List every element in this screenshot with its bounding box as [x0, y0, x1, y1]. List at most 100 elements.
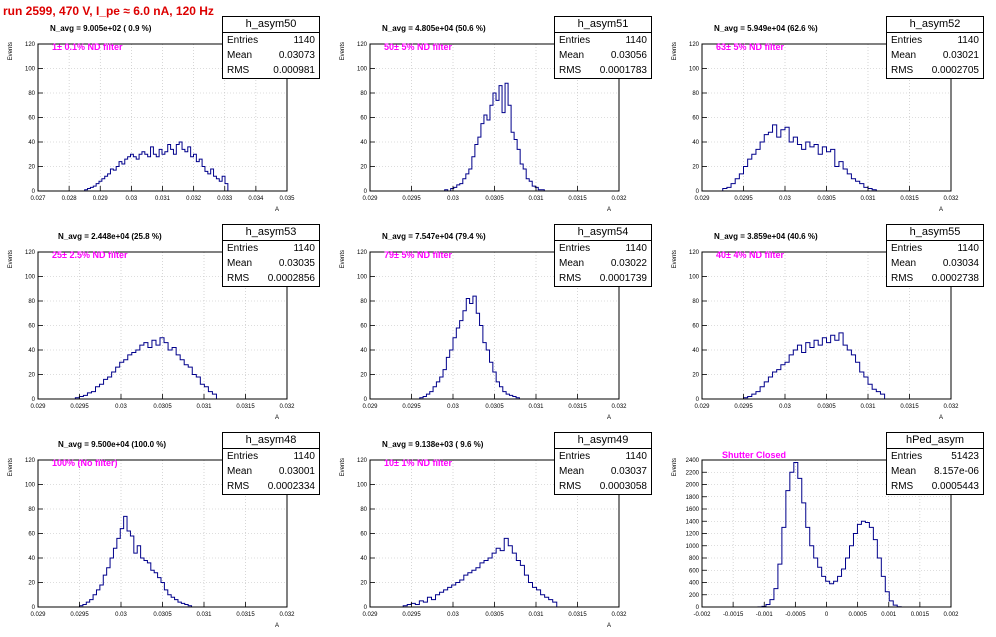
- stats-label: Mean: [227, 466, 253, 477]
- y-tick-label: 1600: [686, 507, 700, 513]
- stats-row-entries: Entries 1140: [887, 33, 983, 48]
- y-tick-label: 60: [360, 116, 367, 122]
- x-tick-label: 0.0305: [485, 196, 504, 202]
- stats-label: Entries: [559, 35, 591, 46]
- filter-label: 63± 5% ND filter: [716, 42, 784, 52]
- histogram-series: [402, 537, 558, 607]
- stats-row-mean: Mean 0.03034: [887, 256, 983, 271]
- y-tick-label: 40: [692, 140, 699, 146]
- stats-value-mean: 0.03022: [610, 258, 647, 269]
- y-tick-label: 2400: [686, 458, 700, 464]
- stats-label: Entries: [559, 451, 591, 462]
- x-tick-label: 0.029: [362, 196, 378, 202]
- x-tick-label: 0.03: [779, 404, 791, 410]
- stats-value-rms: 0.0002334: [267, 481, 315, 492]
- y-tick-label: 400: [689, 581, 700, 587]
- stats-row-entries: Entries 1140: [223, 33, 319, 48]
- filter-label: 40± 4% ND filter: [716, 250, 784, 260]
- stats-label: Entries: [559, 243, 591, 254]
- stats-title: h_asym51: [555, 17, 651, 33]
- histogram-plot: 0.029 0.0295 0.03 0.0305 0.031 0.0315 0.032 0 20…: [8, 250, 295, 421]
- stats-label: Mean: [891, 50, 917, 61]
- histogram-series: [743, 332, 886, 399]
- filter-label: 100% (No filter): [52, 458, 118, 468]
- stats-box: h_asym55 Entries 1140 Mean 0.03034 RMS 0.00027…: [886, 224, 984, 287]
- x-tick-label: 0.03: [447, 196, 459, 202]
- filter-label: 1± 0.1% ND filter: [52, 42, 123, 52]
- navg-label: N_avg = 3.859e+04 (40.6 %): [714, 232, 818, 241]
- y-tick-label: 20: [28, 165, 35, 171]
- y-tick-label: 1800: [686, 495, 700, 501]
- y-tick-label: 0: [696, 397, 700, 403]
- y-tick-label: 100: [25, 67, 36, 73]
- histogram-pad-hPed_asym: -0.002 -0.0015 -0.001 -0.0005 0 0.0005 0.001 0.…: [664, 430, 996, 637]
- y-axis-label: Events: [340, 250, 346, 268]
- y-tick-label: 20: [360, 581, 367, 587]
- navg-label: N_avg = 7.547e+04 (79.4 %): [382, 232, 486, 241]
- x-axis-label: A: [607, 623, 611, 629]
- x-tick-label: 0.032: [943, 196, 959, 202]
- y-tick-label: 20: [28, 581, 35, 587]
- run-title: run 2599, 470 V, I_pe ≈ 6.0 nA, 120 Hz: [3, 4, 214, 18]
- y-tick-label: 80: [28, 299, 35, 305]
- y-tick-label: 0: [696, 189, 700, 195]
- y-tick-label: 1000: [686, 544, 700, 550]
- x-tick-label: 0.0295: [70, 612, 89, 618]
- y-tick-label: 80: [360, 91, 367, 97]
- x-tick-label: 0.03: [779, 196, 791, 202]
- y-tick-label: 0: [364, 605, 368, 611]
- histogram-pad-h_asym55: 0.029 0.0295 0.03 0.0305 0.031 0.0315 0.032 0 20…: [664, 222, 996, 429]
- y-tick-label: 80: [28, 91, 35, 97]
- y-tick-label: 80: [360, 507, 367, 513]
- stats-row-entries: Entries 1140: [223, 449, 319, 464]
- x-tick-label: 0.001: [881, 612, 897, 618]
- histogram-series: [757, 461, 902, 608]
- stats-value-rms: 0.0002856: [267, 273, 315, 284]
- stats-row-rms: RMS 0.0001783: [555, 63, 651, 78]
- histogram-pad-h_asym51: 0.029 0.0295 0.03 0.0305 0.031 0.0315 0.032 0 20…: [332, 14, 664, 221]
- stats-box: h_asym49 Entries 1140 Mean 0.03037 RMS 0.00030…: [554, 432, 652, 495]
- y-tick-label: 20: [692, 373, 699, 379]
- stats-box: h_asym51 Entries 1140 Mean 0.03056 RMS 0.00017…: [554, 16, 652, 79]
- y-axis-label: Events: [8, 42, 14, 60]
- stats-value-mean: 0.03034: [942, 258, 979, 269]
- y-tick-label: 0: [32, 189, 36, 195]
- y-tick-label: 100: [25, 483, 36, 489]
- stats-row-rms: RMS 0.0002738: [887, 271, 983, 286]
- x-tick-label: 0.031: [196, 404, 212, 410]
- x-axis-label: A: [607, 207, 611, 213]
- navg-label: N_avg = 9.500e+04 (100.0 %): [58, 440, 167, 449]
- stats-value-rms: 0.000981: [273, 65, 315, 76]
- stats-label: Entries: [891, 451, 923, 462]
- stats-row-rms: RMS 0.0001739: [555, 271, 651, 286]
- stats-row-mean: Mean 0.03035: [223, 256, 319, 271]
- stats-label: Mean: [559, 466, 585, 477]
- x-tick-label: 0.029: [362, 404, 378, 410]
- y-axis-label: Events: [340, 42, 346, 60]
- stats-label: Entries: [891, 243, 923, 254]
- navg-label: N_avg = 5.949e+04 (62.6 %): [714, 24, 818, 33]
- stats-value-entries: 1140: [625, 35, 647, 46]
- filter-label: 10± 1% ND filter: [384, 458, 452, 468]
- stats-title: h_asym53: [223, 225, 319, 241]
- x-tick-label: 0.0305: [153, 404, 172, 410]
- y-tick-label: 120: [357, 458, 368, 464]
- y-tick-label: 200: [689, 593, 700, 599]
- stats-value-rms: 0.0003058: [599, 481, 647, 492]
- x-tick-label: 0.028: [62, 196, 78, 202]
- x-axis-label: A: [275, 415, 279, 421]
- stats-box: h_asym52 Entries 1140 Mean 0.03021 RMS 0.00027…: [886, 16, 984, 79]
- stats-value-mean: 0.03056: [610, 50, 647, 61]
- filter-label: 25± 2.5% ND filter: [52, 250, 128, 260]
- stats-value-rms: 0.0001783: [599, 65, 647, 76]
- x-tick-label: 0.0315: [568, 612, 587, 618]
- histogram-pad-h_asym48: 0.029 0.0295 0.03 0.0305 0.031 0.0315 0.032 0 20…: [0, 430, 332, 637]
- histogram-pad-h_asym52: 0.029 0.0295 0.03 0.0305 0.031 0.0315 0.032 0 20…: [664, 14, 996, 221]
- x-tick-label: 0.032: [186, 196, 202, 202]
- x-tick-label: -0.001: [756, 612, 774, 618]
- stats-label: RMS: [891, 65, 914, 76]
- y-tick-label: 100: [357, 67, 368, 73]
- x-tick-label: 0.029: [93, 196, 109, 202]
- y-tick-label: 0: [364, 397, 368, 403]
- stats-label: Mean: [227, 258, 253, 269]
